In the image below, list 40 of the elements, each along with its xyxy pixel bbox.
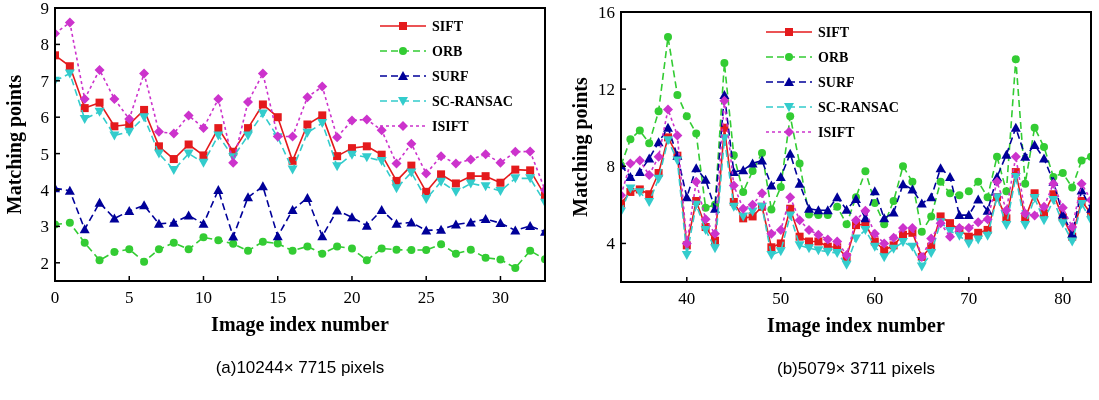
x-tick-label: 20 (343, 288, 361, 307)
y-tick-label: 7 (40, 71, 50, 91)
y-tick-label: 8 (606, 157, 615, 177)
legend-label: SC-RANSAC (432, 94, 513, 109)
y-tick-label: 9 (40, 0, 49, 18)
y-tick-label: 4 (40, 181, 50, 200)
y-tick-label: 3 (40, 217, 49, 237)
legend-label: ISIFT (818, 125, 856, 140)
x-axis-title: Image index number (211, 313, 390, 336)
legend-label: SURF (432, 69, 469, 84)
legend-label: ORB (818, 50, 849, 65)
x-tick-label: 40 (678, 289, 696, 308)
x-tick-label: 10 (194, 288, 212, 307)
legend-label: SURF (818, 75, 855, 90)
y-tick-label: 6 (40, 108, 49, 128)
text: (a)10244× 7715 pixels (215, 358, 385, 377)
x-tick-label: 30 (491, 288, 509, 307)
legend-label: SC-RANSAC (818, 100, 899, 115)
x-tick-label: 0 (50, 288, 60, 307)
x-tick-label: 25 (417, 288, 435, 307)
y-tick-label: 12 (598, 80, 615, 100)
y-tick-label: 4 (606, 234, 616, 254)
y-tick-label: 2 (40, 253, 49, 273)
x-tick-label: 50 (772, 289, 790, 308)
y-axis-title: Matching points (569, 77, 592, 217)
legend-label: ORB (432, 44, 463, 59)
y-tick-label: 8 (40, 35, 49, 55)
x-tick-label: 80 (1054, 289, 1072, 308)
x-tick-label: 60 (866, 289, 884, 308)
legend-label: SIFT (432, 19, 464, 34)
x-tick-label: 15 (269, 288, 287, 307)
x-tick-label: 5 (124, 288, 134, 307)
y-tick-label: 5 (40, 144, 49, 164)
x-tick-label: 70 (960, 289, 978, 308)
x-axis-title: Image index number (767, 314, 946, 337)
legend-label: SIFT (818, 25, 850, 40)
text: (b)5079× 3711 pixels (777, 359, 935, 378)
y-axis-title: Matching points (3, 74, 26, 215)
legend-label: ISIFT (432, 119, 470, 134)
y-tick-label: 16 (598, 3, 615, 22)
